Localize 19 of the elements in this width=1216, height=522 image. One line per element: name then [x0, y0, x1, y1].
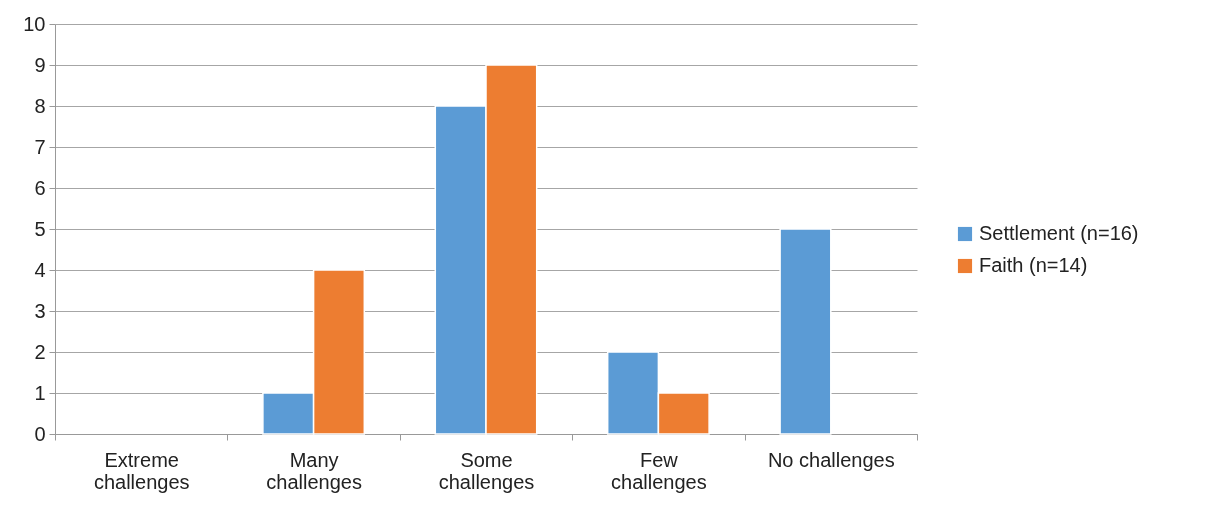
y-tick-label: 3	[34, 299, 46, 322]
y-tick-label: 8	[34, 94, 46, 117]
y-tick-label: 6	[34, 176, 46, 199]
x-tick-label: Few challenges	[611, 448, 707, 493]
y-tick-label: 1	[34, 381, 46, 404]
y-tick-label: 7	[34, 135, 46, 158]
legend-label: Faith (n=14)	[979, 254, 1088, 276]
y-tick-label: 4	[34, 258, 46, 281]
x-tick-label: No challenges	[767, 448, 895, 471]
legend-label: Settlement (n=16)	[979, 222, 1139, 244]
y-tick-label: 9	[34, 53, 46, 76]
x-tick-label: Extreme challenges	[93, 448, 190, 493]
y-tick-label: 2	[34, 340, 46, 363]
x-tick-label: Many challenges	[266, 448, 362, 493]
y-tick-label: 0	[34, 422, 46, 445]
bar	[779, 228, 832, 435]
y-tick-label: 10	[23, 12, 46, 35]
x-tick-label: Some challenges	[438, 448, 535, 493]
y-tick-label: 5	[34, 217, 46, 240]
